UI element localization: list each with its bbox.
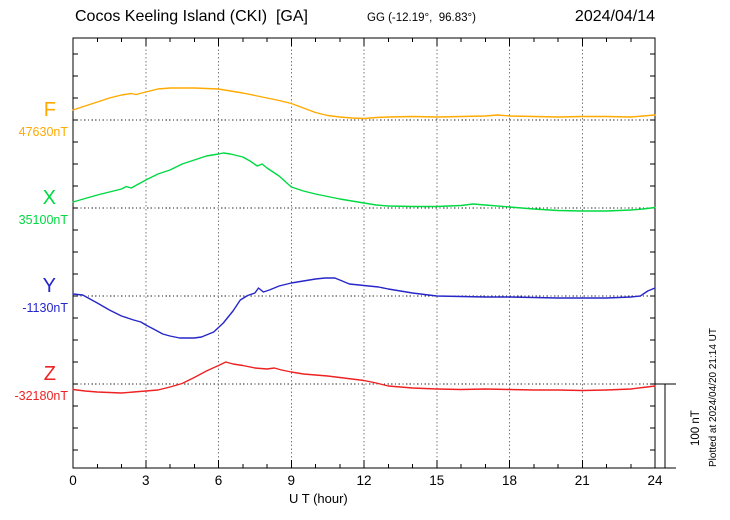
trace-F [72, 87, 656, 120]
plot-date: 2024/04/14 [574, 8, 655, 25]
trace-label-Z: Z [43, 363, 56, 385]
trace-baseline-value-F: 47630nT [18, 125, 68, 139]
trace-baseline-value-Y: -1130nT [22, 301, 68, 315]
trace-baseline-value-Z: -32180nT [14, 389, 68, 403]
scale-bar-label: 100 nT [690, 410, 702, 446]
plotted-at-note: Plotted at 2024/04/20 21:14 UT [708, 328, 719, 467]
x-axis-label-9: 9 [287, 473, 296, 488]
x-axis-ticks [72, 38, 656, 468]
trace-label-X: X [42, 187, 56, 209]
station-title: Cocos Keeling Island (CKI) [GA] [75, 8, 308, 25]
x-axis-title: U T (hour) [289, 491, 348, 506]
x-axis-label-12: 12 [356, 473, 372, 488]
x-axis-label-15: 15 [429, 473, 445, 488]
scale-bar [655, 383, 676, 469]
trace-baseline-value-X: 35100nT [18, 213, 68, 227]
y-axis-ticks [73, 53, 655, 451]
trace-label-F: F [43, 99, 56, 121]
x-axis-label-18: 18 [501, 473, 518, 488]
geographic-coordinates: GG (-12.19°, 96.83°) [367, 12, 476, 24]
x-axis-label-21: 21 [574, 473, 590, 488]
trace-Y [72, 277, 656, 339]
trace-Z [72, 361, 656, 394]
x-axis-label-3: 3 [141, 473, 150, 488]
trace-label-Y: Y [42, 275, 56, 297]
x-axis-label-24: 24 [647, 473, 663, 488]
trace-X [72, 152, 656, 212]
component-baselines [73, 119, 655, 385]
x-axis-label-0: 0 [69, 473, 77, 488]
vertical-gridlines [145, 38, 583, 468]
x-axis-label-6: 6 [214, 473, 223, 488]
